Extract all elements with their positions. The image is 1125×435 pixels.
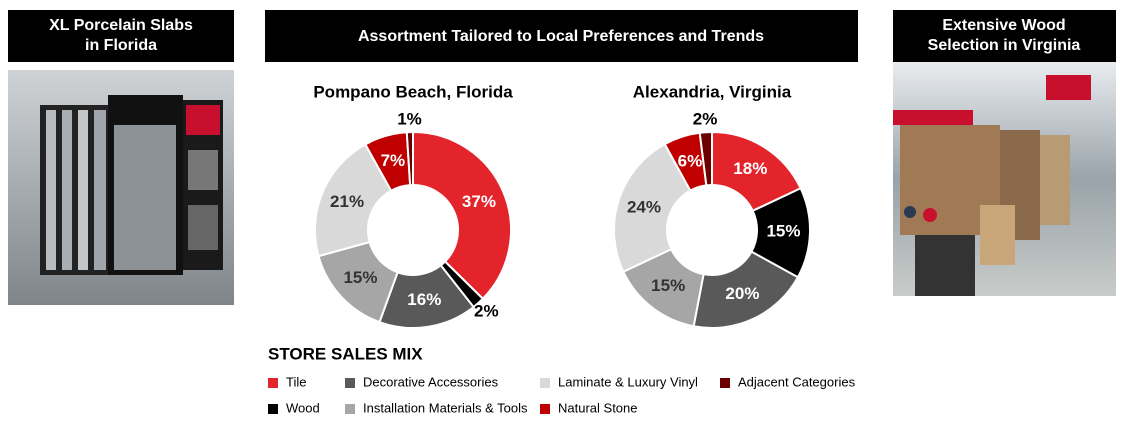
data-label: 15%: [766, 222, 800, 241]
right-header: [893, 10, 1116, 62]
donut-slice: [698, 130, 713, 187]
right-title: Extensive Wood: [942, 17, 1065, 34]
data-label: 16%: [407, 290, 441, 309]
legend-swatch: [345, 404, 355, 414]
data-label: 1%: [397, 110, 422, 129]
data-label: 24%: [627, 197, 661, 216]
legend-label: Decorative Accessories: [363, 374, 499, 389]
left-header: [8, 10, 234, 62]
data-label: 37%: [462, 192, 496, 211]
legend-label: Laminate & Luxury Vinyl: [558, 374, 698, 389]
data-label: 6%: [678, 151, 703, 170]
right-title: Selection in Virginia: [928, 37, 1081, 54]
legend-label: Tile: [286, 374, 306, 389]
center-header: [265, 10, 858, 62]
chart-title: Pompano Beach, Florida: [313, 82, 513, 101]
data-label: 7%: [381, 151, 406, 170]
legend-swatch: [345, 378, 355, 388]
data-label: 2%: [474, 301, 499, 320]
legend-swatch: [268, 404, 278, 414]
center-title: Assortment Tailored to Local Preferences…: [358, 28, 764, 45]
right-photo: [893, 62, 1116, 296]
legend-label: Adjacent Categories: [738, 374, 856, 389]
donut-slice: [412, 130, 512, 301]
legend-swatch: [540, 378, 550, 388]
data-label: 15%: [651, 276, 685, 295]
legend-swatch: [720, 378, 730, 388]
data-label: 15%: [343, 268, 377, 287]
donut-slice: [405, 130, 414, 187]
chart-title: Alexandria, Virginia: [633, 82, 792, 101]
donut-slice: [613, 142, 692, 274]
donut-slice: [314, 143, 393, 258]
data-label: 21%: [330, 192, 364, 211]
legend-swatch: [268, 378, 278, 388]
left-title: in Florida: [85, 37, 157, 54]
legend-label: Installation Materials & Tools: [363, 400, 528, 415]
legend-label: Wood: [286, 400, 320, 415]
data-label: 18%: [733, 159, 767, 178]
data-label: 20%: [725, 284, 759, 303]
left-photo: [8, 70, 234, 305]
legend-label: Natural Stone: [558, 400, 638, 415]
left-title: XL Porcelain Slabs: [49, 17, 193, 34]
legend-swatch: [540, 404, 550, 414]
data-label: 2%: [693, 110, 718, 129]
legend-title: STORE SALES MIX: [268, 344, 423, 363]
